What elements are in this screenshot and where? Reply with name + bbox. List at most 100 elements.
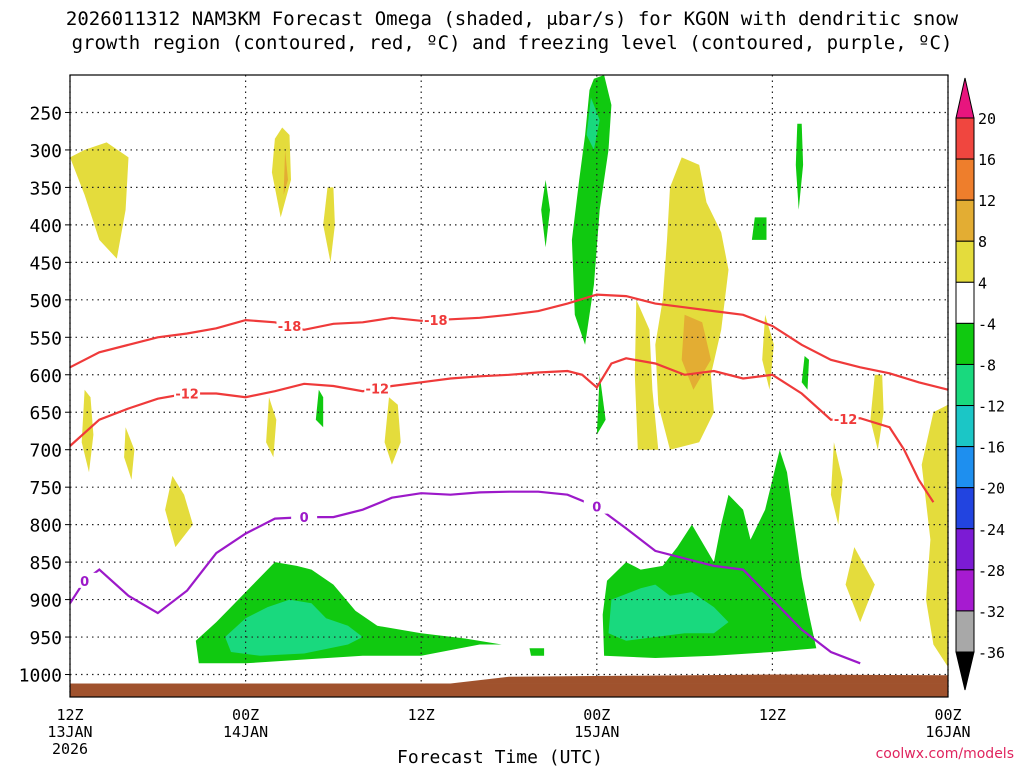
colorbar-label: -24: [978, 521, 1005, 539]
omega-shading-28: [608, 584, 729, 641]
colorbar-label: -20: [978, 480, 1005, 498]
colorbar-swatch: [955, 610, 975, 653]
omega-shading-16: [283, 149, 288, 195]
colorbar-bottom-arrow: [955, 651, 975, 691]
chart-title-line-1: 2026011312 NAM3KM Forecast Omega (shaded…: [65, 8, 959, 30]
colorbar-label: 4: [978, 274, 987, 292]
omega-shading-10: [762, 314, 774, 390]
colorbar-swatch: [955, 158, 975, 201]
y-tick-label: 350: [29, 178, 62, 199]
y-tick-label: 750: [29, 478, 62, 499]
omega-shading-8: [655, 157, 729, 450]
contour-label-bg: [276, 318, 303, 334]
x-tick-label: 12Z: [408, 706, 435, 724]
contour-label: -12: [834, 413, 858, 428]
x-tick-label: 00Z: [232, 706, 259, 724]
y-tick-label: 1000: [19, 666, 62, 687]
omega-shading-21: [801, 356, 809, 390]
colorbar-top-arrow: [955, 77, 975, 119]
colorbar-label: 12: [978, 192, 996, 210]
omega-shading-22: [315, 389, 324, 428]
y-tick-label: 400: [29, 216, 62, 237]
omega-shading-19: [795, 123, 804, 210]
contour-label: 0: [300, 511, 309, 526]
contour-label-bg: [174, 385, 201, 401]
colorbar-swatch: [955, 322, 975, 365]
omega-shading-12: [830, 442, 843, 525]
omega-shading-0: [70, 142, 129, 259]
colorbar-swatch: [955, 363, 975, 407]
y-tick-label: 500: [29, 291, 62, 312]
omega-shading-15: [681, 314, 711, 390]
contour-label: -18: [424, 314, 448, 329]
omega-shading-23: [596, 374, 606, 435]
y-tick-label: 700: [29, 441, 62, 462]
omega-shading-11: [870, 374, 884, 450]
omega-shading-14: [921, 404, 948, 667]
x-tick-label: 13JAN: [47, 723, 92, 741]
credit-link[interactable]: coolwx.com/models: [875, 746, 1014, 762]
y-tick-label: 850: [29, 553, 62, 574]
contour-label-bg: [364, 380, 391, 396]
colorbar-swatch: [955, 240, 975, 283]
omega-shading-18: [541, 179, 550, 248]
omega-shading-25: [529, 648, 545, 656]
colorbar-swatch: [955, 405, 975, 448]
colorbar-label: -16: [978, 439, 1005, 457]
y-tick-label: 800: [29, 516, 62, 537]
omega-shading-27: [225, 599, 363, 656]
colorbar-label: 20: [978, 110, 996, 128]
x-tick-label: 12Z: [759, 706, 786, 724]
x-tick-label: 14JAN: [223, 723, 268, 741]
y-tick-label: 950: [29, 628, 62, 649]
y-tick-label: 550: [29, 328, 62, 349]
omega-shading-7: [384, 397, 401, 465]
plot-border: [69, 74, 949, 698]
contour-label: 0: [80, 575, 89, 590]
contour-line: [69, 357, 935, 503]
colorbar-label: 8: [978, 233, 987, 251]
omega-shading-9: [634, 299, 659, 450]
colorbar-label: -36: [978, 644, 1005, 662]
omega-shading-3: [165, 475, 193, 548]
contour-label-bg: [583, 498, 610, 514]
chart-title-line-2: growth region (contoured, red, ºC) and f…: [71, 32, 953, 54]
y-tick-label: 600: [29, 366, 62, 387]
x-tick-label: 2026: [52, 740, 88, 758]
plot-area: [70, 75, 948, 697]
colorbar-swatch: [955, 528, 975, 571]
colorbar-label: -32: [978, 603, 1005, 621]
colorbar-swatch: [955, 569, 975, 612]
colorbar-swatch: [955, 446, 975, 489]
x-tick-label: 00Z: [583, 706, 610, 724]
y-tick-label: 650: [29, 403, 62, 424]
colorbar-swatch: [955, 487, 975, 530]
x-tick-label: 00Z: [934, 706, 961, 724]
colorbar-swatch: [955, 281, 975, 324]
y-tick-label: 300: [29, 141, 62, 162]
colorbar-label: -12: [978, 398, 1005, 416]
contour-label-bg: [832, 410, 859, 426]
terrain-strip: [70, 683, 948, 697]
omega-shading-17: [571, 75, 612, 345]
contour-label-bg: [291, 509, 318, 525]
x-tick-label: 12Z: [56, 706, 83, 724]
x-tick-label: 16JAN: [925, 723, 970, 741]
omega-shading-20: [751, 217, 767, 240]
contour-label: -12: [175, 387, 199, 402]
contour-line: [69, 293, 949, 391]
x-axis-label: Forecast Time (UTC): [397, 747, 603, 768]
y-tick-label: 250: [29, 103, 62, 124]
colorbar-label: 16: [978, 151, 996, 169]
omega-shading-13: [845, 547, 875, 623]
contour-label-bg: [71, 572, 98, 588]
colorbar-label: -28: [978, 562, 1005, 580]
contour-label: -12: [366, 383, 390, 398]
contour-label: -18: [278, 320, 302, 335]
omega-shading-1: [271, 127, 291, 218]
contour-line: [69, 490, 861, 665]
x-tick-label: 15JAN: [574, 723, 619, 741]
contour-label: 0: [592, 501, 601, 516]
contour-label-bg: [422, 312, 449, 328]
